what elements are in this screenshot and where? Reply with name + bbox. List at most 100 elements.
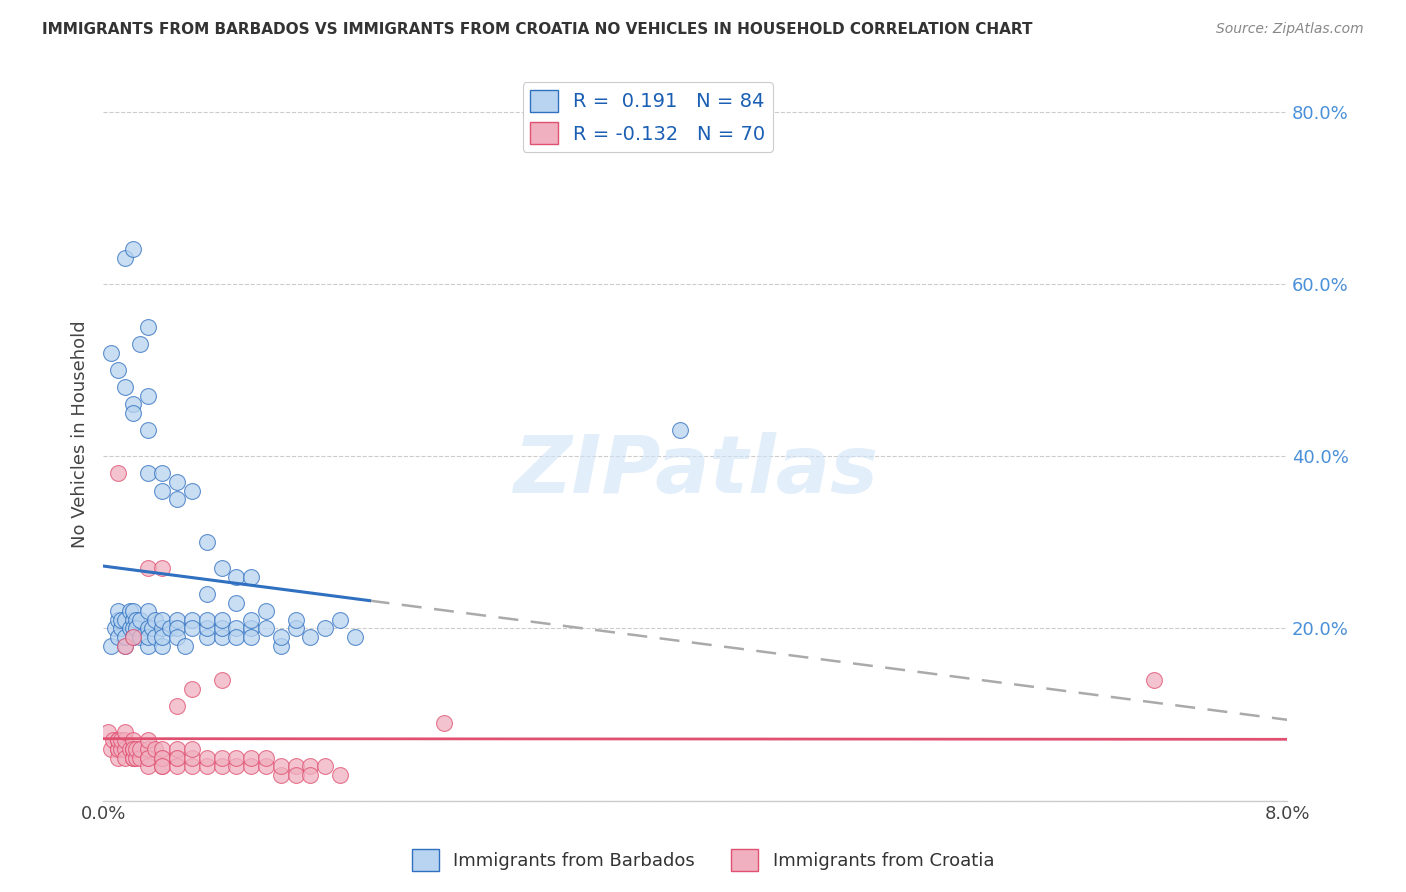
- Point: [195, 759, 218, 773]
- Point: [118, 604, 141, 618]
- Point: [211, 561, 233, 575]
- Point: [100, 639, 122, 653]
- Point: [125, 613, 148, 627]
- Point: [110, 621, 132, 635]
- Point: [118, 621, 141, 635]
- Point: [107, 467, 129, 481]
- Legend: R =  0.191   N = 84, R = -0.132   N = 70: R = 0.191 N = 84, R = -0.132 N = 70: [523, 82, 773, 153]
- Point: [136, 467, 159, 481]
- Point: [270, 630, 292, 644]
- Point: [166, 742, 188, 756]
- Point: [107, 604, 129, 618]
- Point: [129, 742, 152, 756]
- Point: [166, 630, 188, 644]
- Point: [136, 750, 159, 764]
- Point: [299, 759, 322, 773]
- Point: [136, 742, 159, 756]
- Point: [195, 587, 218, 601]
- Point: [150, 750, 173, 764]
- Point: [254, 759, 277, 773]
- Point: [211, 613, 233, 627]
- Point: [240, 759, 263, 773]
- Point: [166, 698, 188, 713]
- Point: [121, 630, 143, 644]
- Point: [121, 243, 143, 257]
- Point: [195, 630, 218, 644]
- Point: [181, 681, 204, 696]
- Point: [225, 595, 247, 609]
- Point: [114, 750, 136, 764]
- Point: [669, 423, 692, 437]
- Point: [129, 337, 152, 351]
- Point: [97, 724, 120, 739]
- Point: [150, 742, 173, 756]
- Point: [150, 750, 173, 764]
- Point: [150, 621, 173, 635]
- Point: [181, 621, 204, 635]
- Point: [240, 750, 263, 764]
- Point: [107, 363, 129, 377]
- Point: [270, 639, 292, 653]
- Point: [225, 570, 247, 584]
- Point: [107, 613, 129, 627]
- Point: [254, 750, 277, 764]
- Point: [125, 621, 148, 635]
- Point: [159, 621, 181, 635]
- Point: [225, 750, 247, 764]
- Point: [129, 613, 152, 627]
- Point: [114, 380, 136, 394]
- Text: ZIPatlas: ZIPatlas: [513, 433, 877, 510]
- Point: [181, 750, 204, 764]
- Point: [166, 750, 188, 764]
- Point: [107, 742, 129, 756]
- Point: [110, 613, 132, 627]
- Point: [211, 621, 233, 635]
- Point: [150, 467, 173, 481]
- Point: [284, 768, 307, 782]
- Point: [240, 613, 263, 627]
- Point: [121, 742, 143, 756]
- Point: [225, 759, 247, 773]
- Point: [118, 742, 141, 756]
- Point: [270, 759, 292, 773]
- Point: [166, 475, 188, 489]
- Point: [136, 561, 159, 575]
- Point: [150, 613, 173, 627]
- Point: [166, 759, 188, 773]
- Point: [166, 621, 188, 635]
- Point: [173, 639, 195, 653]
- Point: [136, 423, 159, 437]
- Point: [143, 742, 166, 756]
- Point: [125, 750, 148, 764]
- Point: [136, 733, 159, 747]
- Point: [254, 604, 277, 618]
- Point: [121, 742, 143, 756]
- Point: [299, 768, 322, 782]
- Point: [343, 630, 366, 644]
- Point: [240, 570, 263, 584]
- Point: [114, 724, 136, 739]
- Point: [107, 742, 129, 756]
- Point: [240, 621, 263, 635]
- Point: [121, 630, 143, 644]
- Point: [136, 759, 159, 773]
- Point: [100, 742, 122, 756]
- Point: [114, 251, 136, 265]
- Legend: Immigrants from Barbados, Immigrants from Croatia: Immigrants from Barbados, Immigrants fro…: [405, 842, 1001, 879]
- Point: [195, 621, 218, 635]
- Point: [143, 630, 166, 644]
- Point: [284, 613, 307, 627]
- Point: [121, 733, 143, 747]
- Point: [136, 319, 159, 334]
- Point: [211, 759, 233, 773]
- Point: [240, 630, 263, 644]
- Point: [136, 639, 159, 653]
- Point: [136, 389, 159, 403]
- Point: [110, 742, 132, 756]
- Point: [181, 613, 204, 627]
- Point: [150, 630, 173, 644]
- Point: [121, 613, 143, 627]
- Point: [114, 639, 136, 653]
- Point: [270, 768, 292, 782]
- Point: [136, 621, 159, 635]
